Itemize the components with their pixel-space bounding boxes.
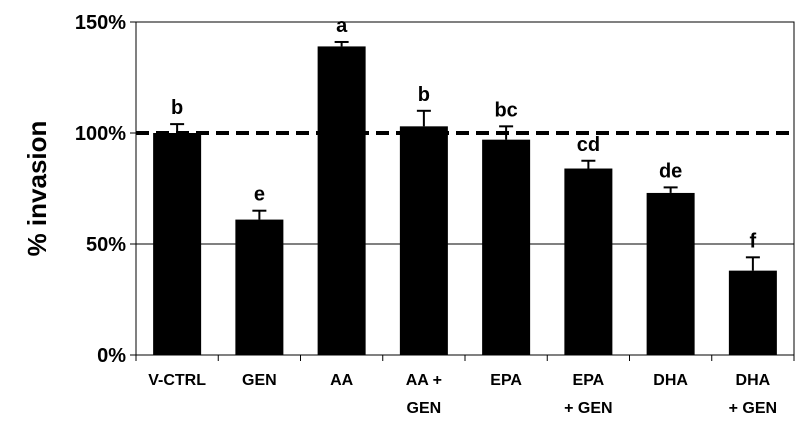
bar-7	[728, 270, 777, 355]
category-label-2: AA	[330, 372, 354, 389]
category-label-line: GEN	[407, 400, 442, 417]
category-label-6: DHA	[653, 372, 688, 389]
bar-2	[317, 46, 366, 356]
category-label-5: EPA + GEN	[564, 372, 612, 417]
bar-5	[564, 168, 613, 355]
category-label-line: DHA	[653, 372, 688, 389]
significance-letter-5: cd	[577, 134, 600, 156]
y-axis-label: % invasion	[22, 121, 52, 257]
bar-0	[153, 133, 202, 355]
y-tick-label-2: 100%	[75, 123, 126, 145]
category-label-line: EPA	[573, 372, 605, 389]
category-label-line: AA +	[406, 372, 442, 389]
category-label-line: EPA	[490, 372, 522, 389]
category-label-line: V-CTRL	[148, 372, 206, 389]
category-label-line: + GEN	[729, 400, 777, 417]
category-label-0: V-CTRL	[148, 372, 206, 389]
category-label-7: DHA + GEN	[729, 372, 777, 417]
plot-frame	[135, 21, 795, 356]
category-label-line: AA	[330, 372, 354, 389]
significance-letter-4: bc	[494, 99, 517, 121]
y-tick-label-3: 150%	[75, 12, 126, 34]
significance-letter-2: a	[336, 15, 348, 37]
bar-6	[646, 192, 695, 355]
labels: b V-CTRL e GEN a AA b AA + GEN bc EPA cd EPA + GEN de D…	[22, 12, 777, 417]
category-label-3: AA + GEN	[406, 372, 442, 417]
axes	[130, 21, 795, 361]
significance-letter-1: e	[254, 184, 265, 206]
category-label-line: DHA	[736, 372, 771, 389]
category-label-line: GEN	[242, 372, 277, 389]
bar-3	[399, 126, 448, 355]
category-label-line: + GEN	[564, 400, 612, 417]
significance-letter-7: f	[750, 230, 757, 252]
bar-1	[235, 219, 284, 355]
y-tick-label-0: 0%	[97, 345, 126, 367]
category-label-1: GEN	[242, 372, 277, 389]
significance-letter-3: b	[418, 84, 430, 106]
significance-letter-0: b	[171, 97, 183, 119]
bars	[153, 40, 777, 356]
bar-4	[482, 139, 531, 355]
category-label-4: EPA	[490, 372, 522, 389]
significance-letter-6: de	[659, 160, 682, 182]
y-tick-label-1: 50%	[86, 234, 126, 256]
